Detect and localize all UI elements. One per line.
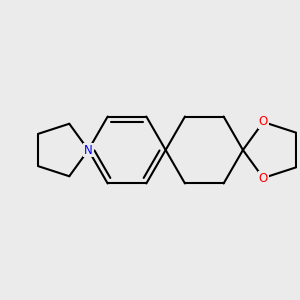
Text: O: O	[259, 116, 268, 128]
Text: N: N	[84, 143, 93, 157]
Text: O: O	[259, 172, 268, 184]
